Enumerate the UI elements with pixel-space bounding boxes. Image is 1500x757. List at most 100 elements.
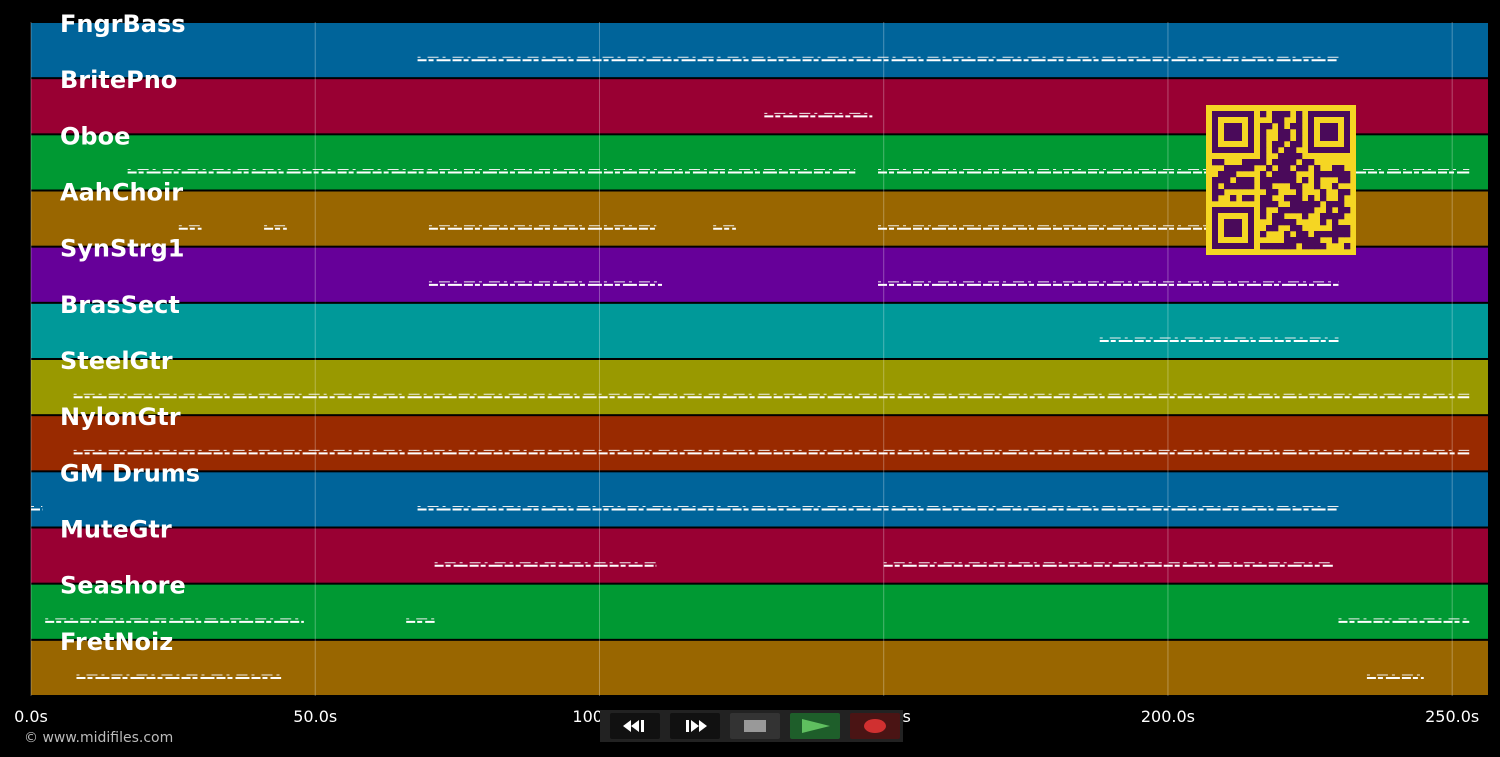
qr-cell [1224,165,1231,172]
qr-cell [1290,123,1297,130]
qr-cell [1326,231,1333,238]
qr-cell [1338,213,1345,220]
qr-cell [1260,201,1267,208]
track-name: SteelGtr [60,347,173,375]
qr-cell [1302,243,1309,250]
qr-cell [1272,189,1279,196]
qr-cell [1218,171,1225,178]
qr-cell [1290,141,1297,148]
track-name: Seashore [60,572,186,600]
qr-cell [1278,243,1285,250]
qr-cell [1290,171,1297,178]
qr-cell [1296,201,1303,208]
qr-cell [1266,177,1273,184]
qr-cell [1242,177,1249,184]
x-tick-label: 250.0s [1425,707,1479,726]
track-band [31,303,1488,358]
qr-cell [1332,213,1339,220]
qr-cell [1314,243,1321,250]
forward-button[interactable] [670,713,720,739]
track-band [31,640,1488,695]
track-name: FretNoiz [60,628,173,656]
qr-cell [1278,135,1285,142]
qr-cell [1242,183,1249,190]
qr-cell [1266,243,1273,250]
rewind-button[interactable] [610,713,660,739]
qr-cell [1284,135,1291,142]
qr-cell [1344,231,1351,238]
track-band [31,472,1488,527]
qr-pattern [1212,111,1351,250]
qr-cell [1338,189,1345,196]
qr-cell [1284,207,1291,214]
track-band [31,247,1488,302]
qr-cell [1296,111,1303,118]
qr-cell [1290,237,1297,244]
qr-cell [1296,117,1303,124]
qr-cell [1320,219,1327,226]
x-tick-label: 200.0s [1141,707,1195,726]
qr-cell [1236,183,1243,190]
qr-cell [1320,231,1327,238]
qr-cell [1296,207,1303,214]
qr-cell [1296,231,1303,238]
qr-cell [1278,117,1285,124]
qr-cell [1212,177,1219,184]
qr-cell [1218,177,1225,184]
qr-cell [1272,177,1279,184]
qr-cell [1302,159,1309,166]
qr-cell [1326,207,1333,214]
qr-cell [1260,177,1267,184]
qr-cell [1266,201,1273,208]
qr-cell [1284,165,1291,172]
record-button[interactable] [850,713,900,739]
qr-cell [1332,225,1339,232]
qr-cell [1284,243,1291,250]
qr-cell [1212,159,1219,166]
qr-cell [1266,189,1273,196]
track-band [31,416,1488,471]
qr-cell [1272,219,1279,226]
qr-cell [1314,183,1321,190]
qr-cell [1278,171,1285,178]
qr-cell [1266,195,1273,202]
qr-cell [1218,189,1225,196]
qr-cell [1278,213,1285,220]
stop-button[interactable] [730,713,780,739]
rewind-icon [623,720,644,732]
qr-cell [1260,135,1267,142]
qr-cell [1344,189,1351,196]
qr-cell [1314,165,1321,172]
track-name: AahChoir [60,179,183,207]
track-band [31,23,1488,78]
qr-cell [1224,171,1231,178]
qr-finder [1224,123,1242,141]
qr-cell [1260,171,1267,178]
x-tick-label: 0.0s [14,707,48,726]
qr-cell [1260,213,1267,220]
qr-cell [1338,207,1345,214]
play-button[interactable] [790,713,840,739]
qr-cell [1278,159,1285,166]
qr-cell [1338,177,1345,184]
qr-cell [1236,165,1243,172]
qr-cell [1290,207,1297,214]
qr-cell [1254,159,1261,166]
qr-cell [1290,183,1297,190]
qr-cell [1308,237,1315,244]
qr-cell [1248,195,1255,202]
qr-cell [1314,231,1321,238]
qr-cell [1290,159,1297,166]
qr-cell [1332,201,1339,208]
qr-cell [1284,171,1291,178]
qr-cell [1272,225,1279,232]
qr-cell [1218,159,1225,166]
qr-cell [1224,177,1231,184]
qr-cell [1290,147,1297,154]
qr-cell [1266,123,1273,130]
qr-cell [1284,195,1291,202]
qr-cell [1302,207,1309,214]
qr-cell [1296,183,1303,190]
qr-cell [1278,141,1285,148]
